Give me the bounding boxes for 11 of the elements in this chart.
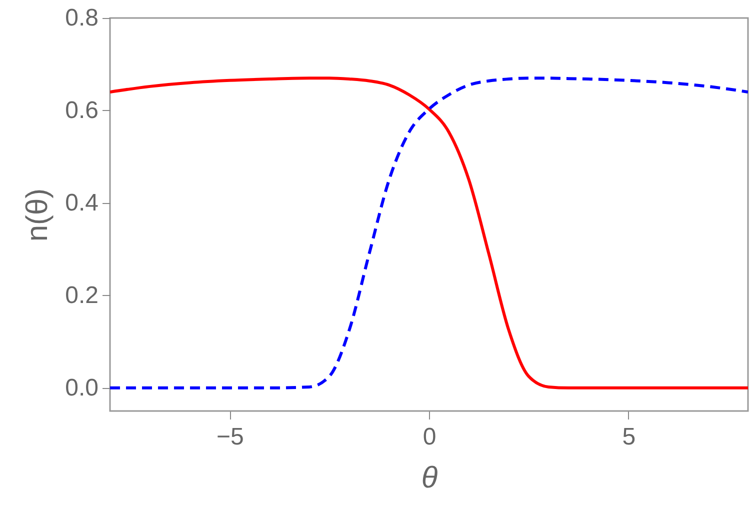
x-tick-label: −5	[216, 424, 244, 450]
y-tick-label: 0.4	[65, 189, 98, 216]
line-series	[110, 76, 748, 390]
y-axis-title: n(θ)	[21, 188, 54, 242]
x-tick-label: 0	[422, 424, 436, 450]
x-tick-label: 5	[622, 424, 636, 450]
y-tick-label: 0.2	[65, 282, 98, 309]
y-tick-label: 0.6	[65, 96, 98, 124]
y-tick-label: 0.8	[65, 4, 98, 32]
y-tick-label: 0.0	[65, 374, 98, 402]
x-axis-title: θ	[421, 462, 438, 494]
